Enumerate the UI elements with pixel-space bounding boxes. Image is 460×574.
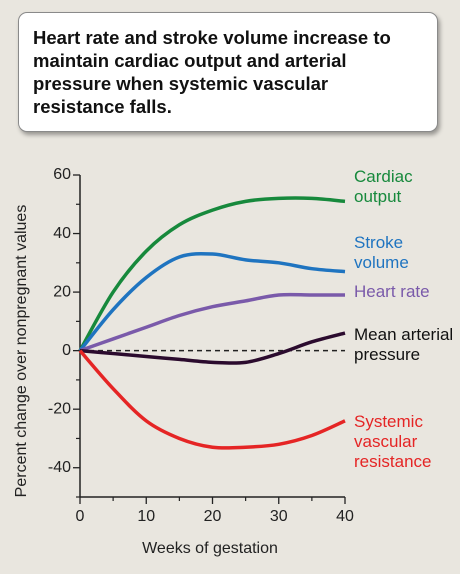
y-tick-label: 40 (53, 225, 71, 242)
series-line (79, 331, 346, 365)
y-axis-label: Percent change over nonpregnant values (13, 205, 30, 498)
series-line (78, 251, 346, 352)
x-tick-label: 0 (76, 508, 85, 525)
x-tick-label: 20 (204, 508, 222, 525)
y-tick-label: 60 (53, 166, 71, 183)
y-tick-label: -20 (48, 400, 71, 417)
x-tick-label: 10 (137, 508, 155, 525)
series-line (78, 349, 346, 450)
series-line (79, 292, 345, 353)
x-tick-label: 30 (270, 508, 288, 525)
x-tick-label: 40 (336, 508, 354, 525)
series-line (78, 196, 346, 352)
series-label: Cardiac output (354, 167, 413, 206)
y-tick-label: 0 (62, 342, 71, 359)
series-label: Systemic vascular resistance (354, 412, 432, 471)
series-label: Mean arterial pressure (354, 325, 454, 364)
y-tick-label: -40 (48, 459, 71, 476)
series-label: Heart rate (354, 282, 430, 301)
y-tick-label: 20 (53, 283, 71, 300)
x-axis-label: Weeks of gestation (142, 540, 278, 557)
chart-title: Heart rate and stroke volume increase to… (18, 12, 438, 132)
series-label: Stroke volume (354, 233, 409, 272)
